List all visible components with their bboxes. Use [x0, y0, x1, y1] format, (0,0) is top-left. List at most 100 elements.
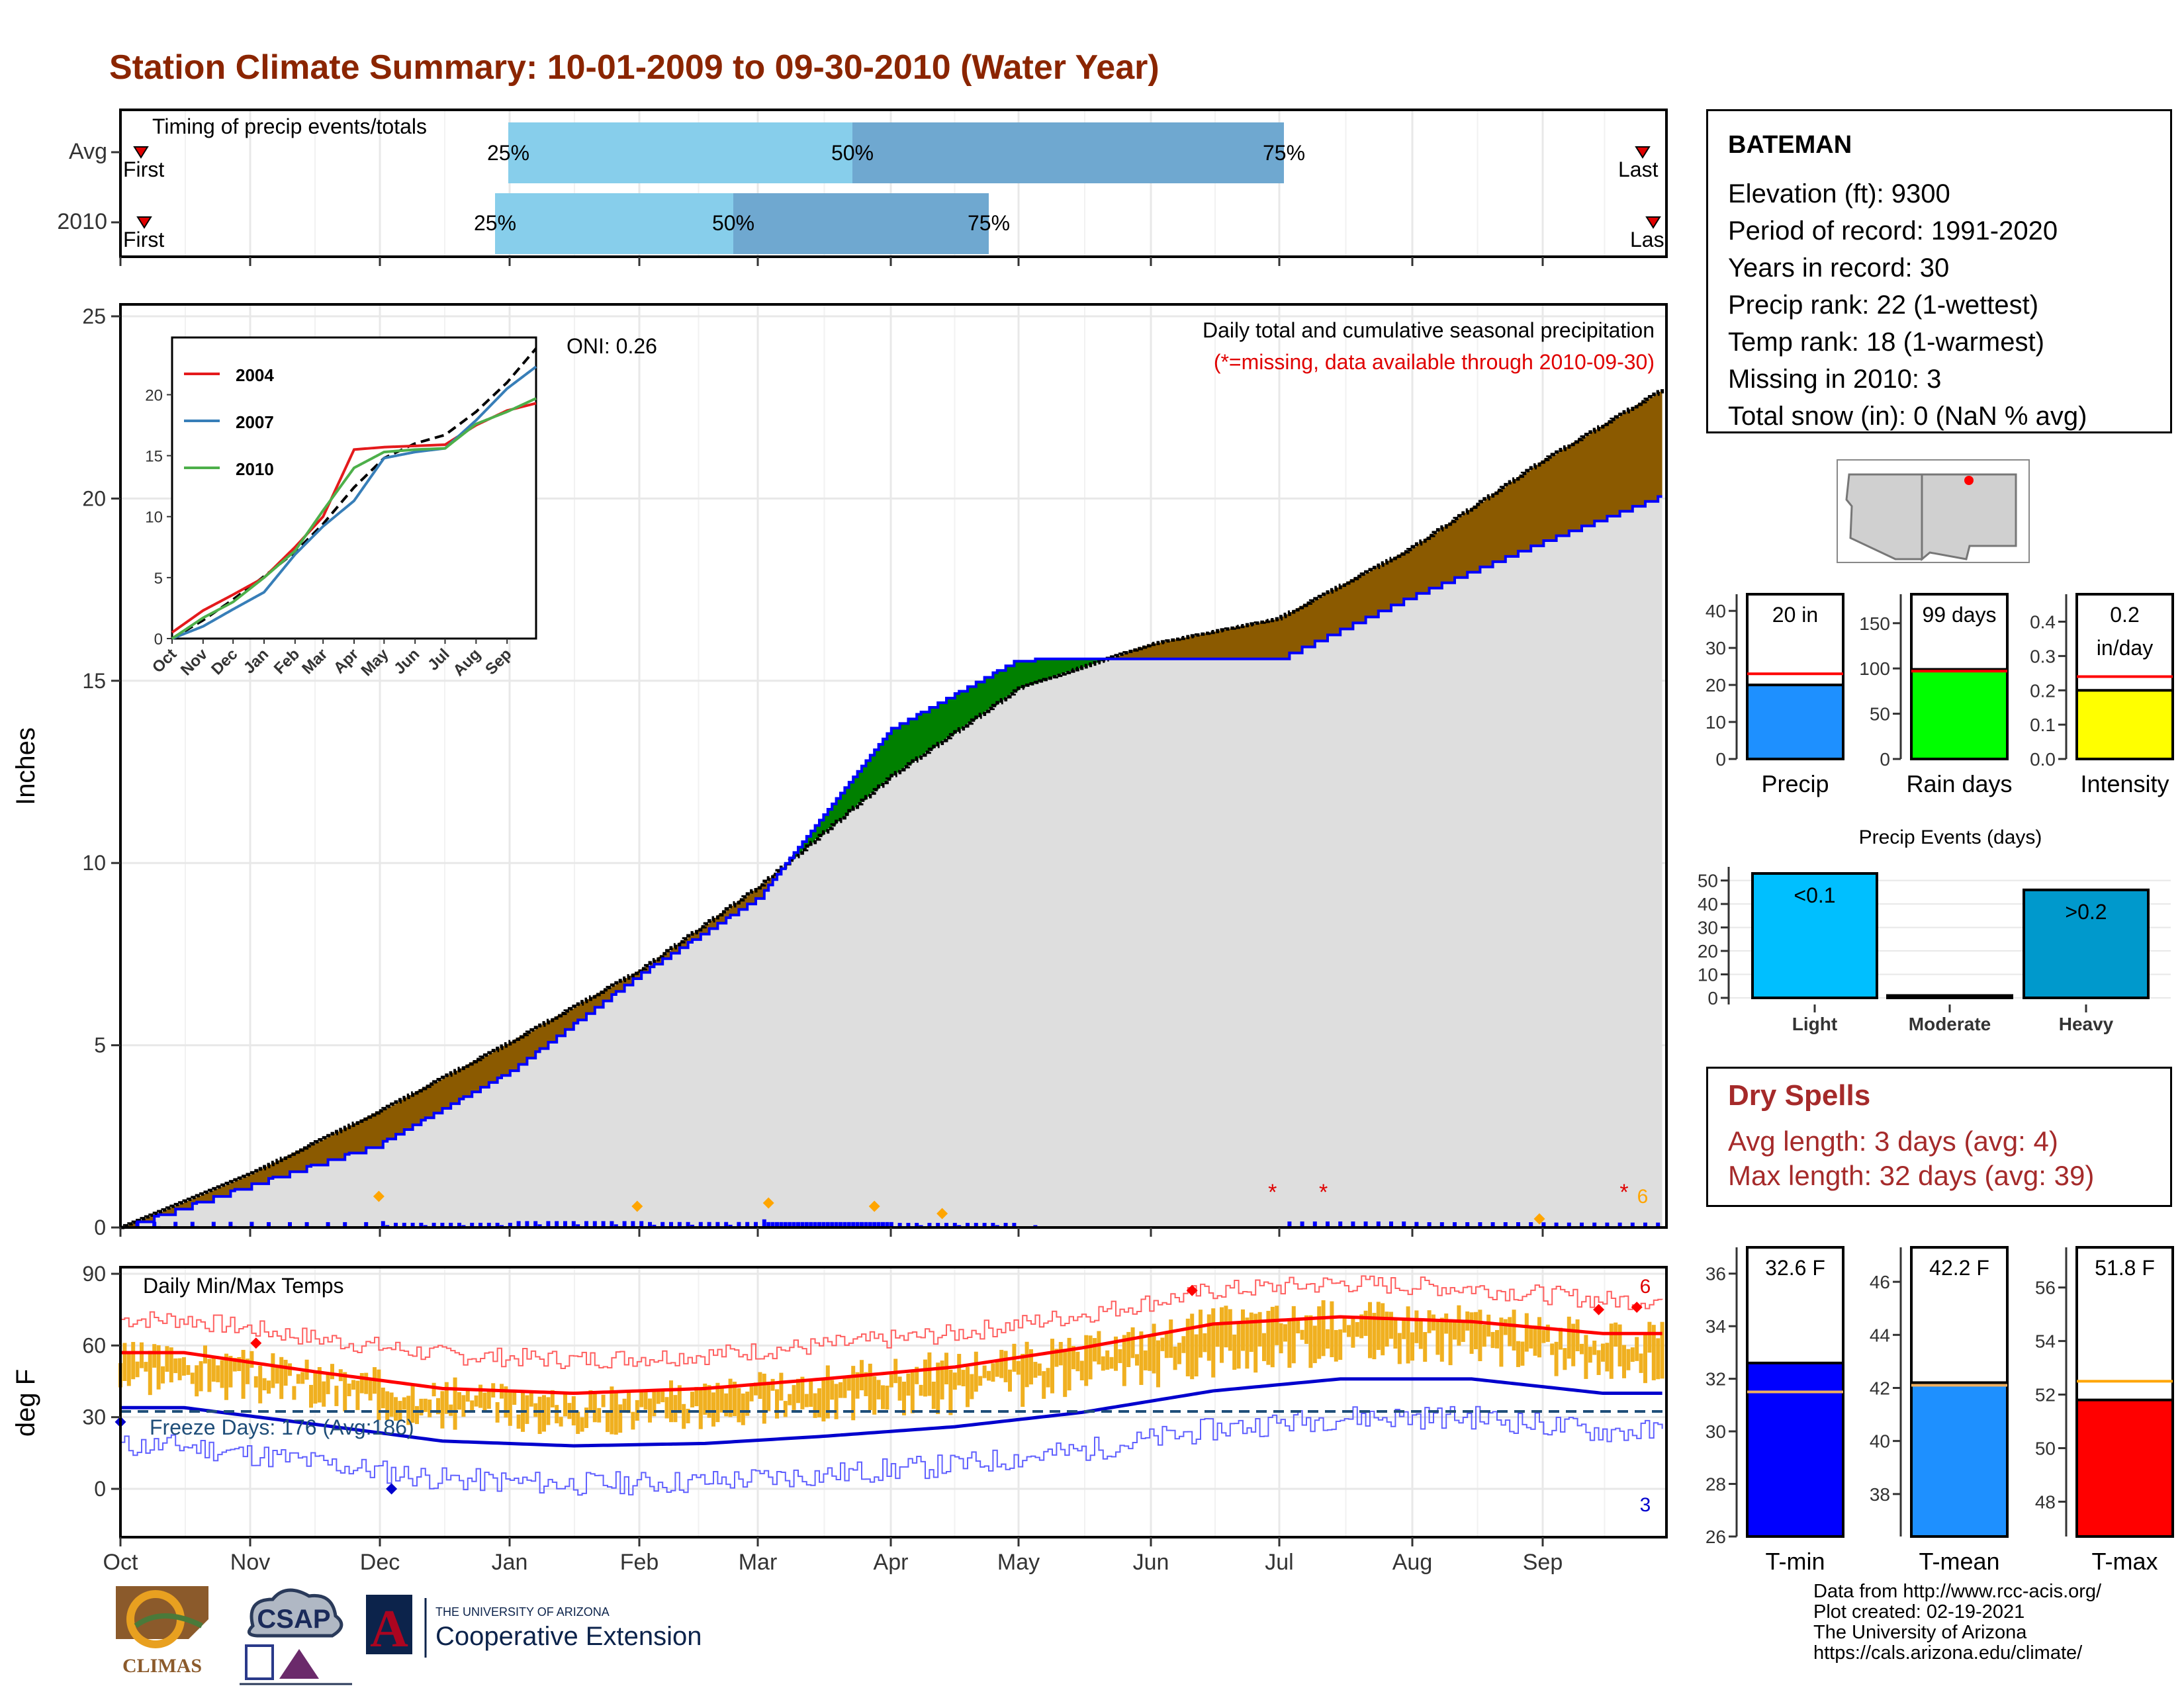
temp-range-bar: [1257, 1312, 1262, 1347]
temp-range-bar: [588, 1390, 593, 1411]
tmax-ytick-label: 52: [2035, 1385, 2056, 1405]
event-diamond: [373, 1190, 385, 1202]
timing-label: Timing of precip events/totals: [152, 114, 427, 138]
precip-bar: [775, 1222, 779, 1227]
precip-bar: [754, 1222, 758, 1227]
temp-range-bar: [309, 1384, 313, 1408]
month-label: Jan: [492, 1550, 528, 1575]
climas-logo: CLIMAS: [116, 1586, 208, 1677]
temp-range-bar: [682, 1403, 686, 1429]
precip-ytick-label: 10: [1706, 712, 1726, 733]
normal-cumulative-area: [120, 389, 1662, 1228]
temp-range-bar: [660, 1390, 665, 1403]
precip-bar: [601, 1221, 606, 1227]
temp-range-bar: [978, 1376, 983, 1386]
temp-range-bar: [1067, 1337, 1071, 1391]
record-high-diamond: [1631, 1302, 1643, 1314]
temp-range-bar: [1495, 1330, 1499, 1349]
temp-range-bar: [1338, 1329, 1343, 1360]
temp-range-bar: [788, 1394, 792, 1405]
raindays-ytick-label: 150: [1859, 613, 1890, 634]
temp-range-bar: [1486, 1314, 1491, 1337]
year-cumulative-line: [120, 495, 1662, 1229]
temp-range-bar: [783, 1401, 788, 1417]
event-diamond: [936, 1208, 948, 1220]
intensity-value: in/day: [2097, 636, 2153, 660]
precip-bar: [525, 1221, 529, 1227]
precip-bar: [533, 1221, 538, 1227]
tmin-ytick-label: 28: [1706, 1474, 1726, 1495]
temp-range-bar: [1461, 1321, 1465, 1342]
events-bar-light: [1751, 872, 1878, 999]
temp-range-bar: [1203, 1333, 1207, 1353]
precip-bar: [576, 1224, 580, 1227]
precip-bar: [872, 1222, 877, 1227]
temp-range-bar: [1118, 1349, 1122, 1363]
intensity-ytick-label: 0.2: [2030, 680, 2056, 701]
temp-range-bar: [1630, 1347, 1635, 1362]
precip-bar: [660, 1222, 665, 1227]
temp-range-bar: [465, 1390, 470, 1402]
temp-range-bar: [1266, 1311, 1271, 1365]
temp-range-bar: [495, 1402, 500, 1423]
temp-range-bar: [457, 1392, 461, 1410]
row-avg-label: Avg: [69, 139, 107, 164]
temp-range-bar: [1253, 1314, 1258, 1373]
temp-range-bar: [211, 1356, 216, 1382]
temp-range-bar: [741, 1393, 745, 1425]
temp-range-bar: [1508, 1317, 1512, 1347]
temp-range-bar: [1567, 1316, 1571, 1359]
precip-bar: [936, 1223, 940, 1227]
temp-range-bar: [1075, 1351, 1080, 1372]
station-missing: Missing in 2010: 3: [1728, 365, 1942, 394]
precip-bar: [135, 1222, 140, 1227]
avg-p75: 75%: [1263, 141, 1305, 165]
precip-bar: [927, 1223, 932, 1227]
temp-range-bar: [919, 1384, 923, 1396]
missing-marker: *: [1319, 1180, 1328, 1205]
events-ytick-label: 10: [1698, 965, 1718, 985]
intensity-ytick-label: 0.4: [2030, 612, 2056, 633]
temp-range-bar: [656, 1389, 660, 1404]
precip-bar: [834, 1222, 839, 1227]
month-label: May: [997, 1550, 1040, 1575]
temp-range-bar: [415, 1405, 419, 1425]
temp-range-bar: [533, 1403, 538, 1417]
temp-range-bar: [1211, 1308, 1216, 1378]
temp-range-bar: [161, 1366, 165, 1384]
precip-bar: [779, 1222, 784, 1227]
temp-range-bar: [1545, 1324, 1550, 1342]
temp-range-bar: [724, 1393, 729, 1417]
temp-range-bar: [906, 1373, 911, 1396]
precip-bar: [1287, 1221, 1292, 1227]
temp-range-bar: [1220, 1307, 1224, 1363]
temp-range-bar: [1571, 1323, 1576, 1366]
temp-range-bar: [1232, 1334, 1237, 1370]
precip-bar: [792, 1222, 796, 1227]
precip-bar: [1300, 1221, 1304, 1227]
tmin-ytick-label: 30: [1706, 1421, 1726, 1442]
precip-note: Daily total and cumulative seasonal prec…: [1203, 318, 1655, 342]
precip-bar: [610, 1221, 614, 1227]
precip-bar: [1465, 1222, 1470, 1227]
temp-range-bar: [1063, 1349, 1068, 1398]
events-bar-heavy: [2023, 888, 2150, 1000]
events-ytick-label: 20: [1698, 941, 1718, 961]
temp-range-bar: [1054, 1349, 1059, 1367]
inset-ytick-label: 5: [154, 570, 163, 588]
precip-bar: [1617, 1222, 1622, 1227]
precip-bar: [839, 1222, 842, 1227]
precip-bar: [944, 1223, 948, 1227]
temp-range-bar: [584, 1407, 588, 1429]
precip-bar: [868, 1222, 872, 1227]
record-max-line: [120, 1275, 1663, 1370]
temp-range-bar: [1368, 1302, 1372, 1358]
csap-logo-text: CSAP: [257, 1605, 330, 1634]
precip-bar: [648, 1222, 652, 1227]
temp-range-bar: [177, 1358, 182, 1380]
temp-range-bar: [622, 1398, 627, 1413]
precip-bar: [1580, 1222, 1584, 1227]
credits: Data from http://www.rcc-acis.org/ Plot …: [1813, 1581, 2101, 1664]
temp-range-bar: [889, 1374, 893, 1388]
temp-range-bar: [253, 1376, 258, 1388]
